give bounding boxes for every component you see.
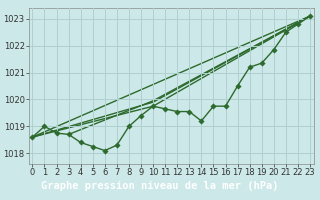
Text: Graphe pression niveau de la mer (hPa): Graphe pression niveau de la mer (hPa) [41, 181, 279, 191]
